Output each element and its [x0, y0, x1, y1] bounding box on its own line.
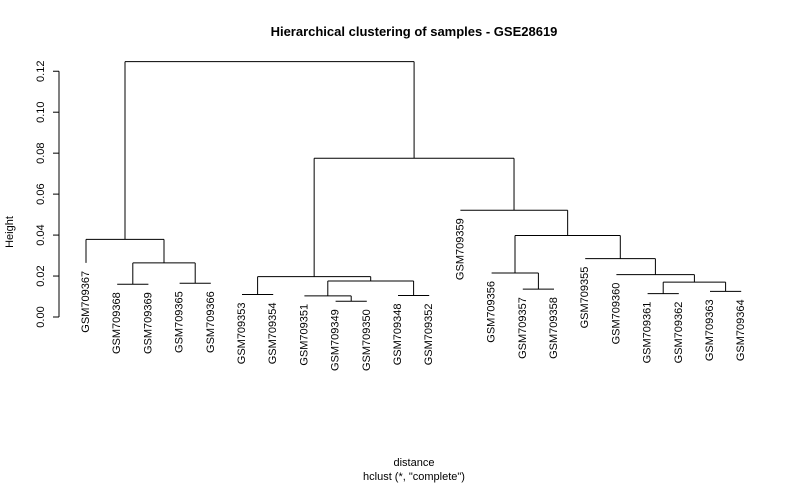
leaf-label: GSM709356: [486, 281, 498, 343]
leaf-label: GSM709354: [267, 302, 279, 364]
leaf-label: GSM709359: [454, 218, 466, 280]
leaf-label: GSM709352: [423, 303, 435, 365]
leaf-label: GSM709353: [236, 302, 248, 364]
leaf-label: GSM709361: [642, 302, 654, 364]
y-tick-label: 0.10: [35, 101, 47, 122]
y-tick-label: 0.04: [35, 224, 47, 245]
leaf-label: GSM709366: [205, 291, 217, 353]
leaf-label: GSM709363: [704, 299, 716, 361]
leaf-label: GSM709348: [392, 303, 404, 365]
y-axis: 0.00 0.02 0.04 0.06 0.08 0.10 0.12: [35, 61, 60, 328]
leaf-labels: GSM709367 GSM709368 GSM709369 GSM709365 GSM7…: [80, 218, 747, 371]
leaf-label: GSM709349: [330, 309, 342, 371]
leaf-label: GSM709364: [735, 299, 747, 361]
leaf-label: GSM709368: [111, 292, 123, 354]
leaf-label: GSM709358: [548, 297, 560, 359]
chart-title: Hierarchical clustering of samples - GSE…: [271, 24, 558, 39]
y-tick-label: 0.08: [35, 142, 47, 163]
x-axis-label: distance: [394, 457, 435, 469]
y-tick-label: 0.00: [35, 306, 47, 327]
leaf-label: GSM709369: [142, 292, 154, 354]
y-tick-label: 0.06: [35, 183, 47, 204]
leaf-label: GSM709365: [174, 291, 186, 353]
leaf-label: GSM709355: [579, 267, 591, 329]
y-tick-label: 0.02: [35, 265, 47, 286]
y-axis-label: Height: [4, 216, 16, 248]
leaf-label: GSM709351: [298, 304, 310, 366]
leaf-label: GSM709357: [517, 297, 529, 359]
method-label: hclust (*, "complete"): [363, 471, 465, 483]
leaf-label: GSM709367: [80, 271, 92, 333]
leaf-label: GSM709350: [361, 309, 373, 371]
leaf-label: GSM709360: [610, 283, 622, 345]
leaf-label: GSM709362: [673, 302, 685, 364]
y-tick-label: 0.12: [35, 61, 47, 82]
dendrogram-tree: [85, 61, 742, 302]
